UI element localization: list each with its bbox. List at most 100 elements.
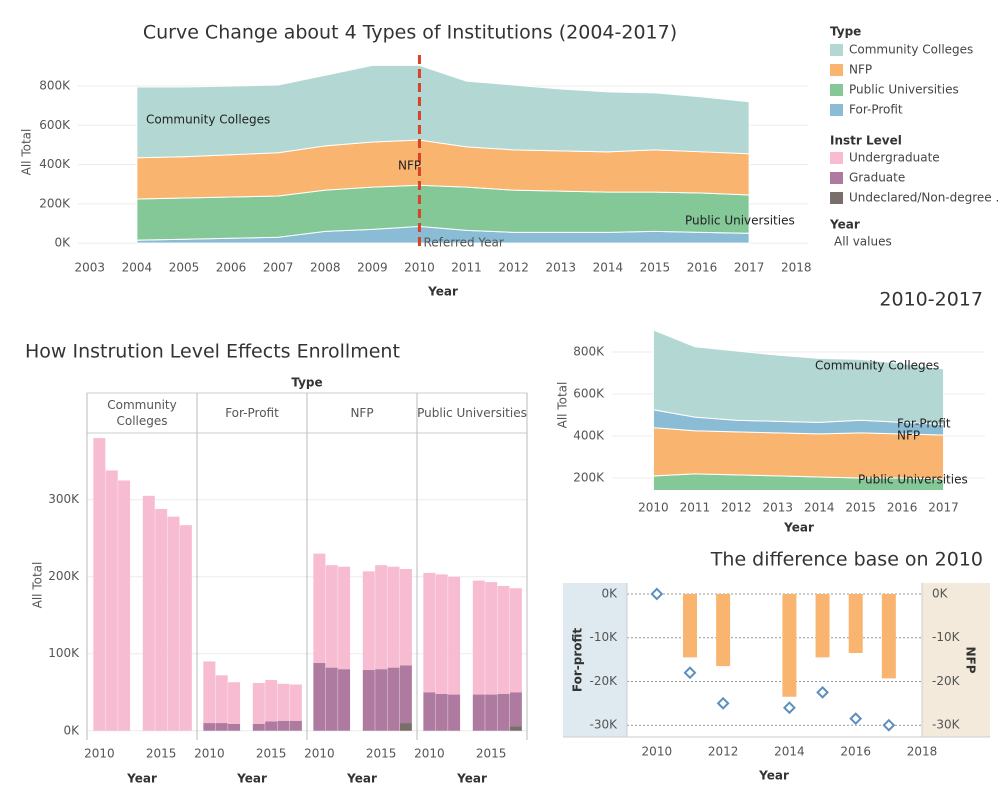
area [136, 64, 750, 159]
facet-title: NFP [350, 406, 374, 420]
y-tick-label: -10K [590, 630, 619, 644]
bar [423, 572, 436, 693]
x-axis-label: Year [236, 772, 267, 786]
legend-label: Undergraduate [849, 151, 940, 165]
legend-label: NFP [849, 63, 872, 77]
bar [142, 495, 155, 731]
y-axis-label: All Total [20, 129, 34, 176]
diamond-marker [716, 696, 730, 710]
y-tick-label: 800K [573, 345, 605, 359]
bar [277, 683, 290, 721]
bar [228, 682, 241, 724]
annotation: NFP [897, 429, 920, 443]
x-tick-label: 2015 [146, 747, 177, 761]
bar [265, 679, 278, 722]
bar [881, 593, 896, 679]
bar [277, 720, 290, 731]
legend-title: Year [829, 218, 860, 232]
x-tick-label: 2008 [310, 261, 341, 275]
x-tick-label: 2010 [638, 501, 669, 515]
y2-axis-title: NFP [964, 646, 978, 673]
reference-label: Referred Year [423, 236, 503, 250]
legend-swatch [830, 172, 843, 184]
legend-label: Community Colleges [849, 43, 973, 57]
diamond-marker [683, 666, 697, 680]
y-tick-label: 0K [54, 236, 71, 250]
bar [252, 683, 265, 724]
legend-swatch [830, 64, 843, 76]
annotation: Community Colleges [146, 113, 270, 127]
bar [399, 665, 412, 724]
x-tick-label: 2015 [366, 747, 397, 761]
x-tick-label: 2010 [414, 747, 445, 761]
bar [848, 593, 863, 653]
chart-title: Curve Change about 4 Types of Institutio… [143, 22, 677, 44]
annotation: NFP [398, 159, 421, 173]
filter-value: All values [834, 235, 892, 249]
x-axis-label: Year [427, 285, 458, 299]
facet-header: Community Colleges [107, 398, 177, 428]
x-tick-label: 2010 [304, 747, 335, 761]
x-tick-label: 2009 [357, 261, 388, 275]
x-tick-label: 2014 [774, 745, 805, 759]
chart-title: 2010-2017 [879, 289, 983, 311]
bar [497, 585, 510, 694]
x-tick-label: 2017 [734, 261, 765, 275]
bar [509, 726, 522, 731]
bar [472, 580, 485, 695]
bar [815, 593, 830, 658]
y-tick-label: 400K [573, 429, 605, 443]
annotation: Public Universities [858, 473, 968, 487]
y-tick-label: 200K [573, 471, 605, 485]
y-tick-label: 0K [601, 586, 618, 600]
facet-label: Type [291, 376, 322, 390]
legend-title: Instr Level [830, 134, 902, 148]
x-tick-label: 2010 [194, 747, 225, 761]
x-axis-label: Year [783, 521, 814, 535]
y-tick-label: -10K [932, 630, 961, 644]
bar [155, 508, 168, 731]
legend-title: Type [830, 25, 861, 39]
legend-swatch [830, 104, 843, 116]
x-axis-label: Year [126, 772, 157, 786]
bar [203, 661, 216, 724]
y-tick-label: 200K [39, 196, 71, 210]
x-tick-label: 2010 [404, 261, 435, 275]
x-axis-label: Year [456, 772, 487, 786]
diamond-marker [882, 718, 896, 732]
bar [313, 662, 326, 731]
x-tick-label: 2015 [476, 747, 507, 761]
bar [472, 694, 485, 731]
bar [105, 470, 118, 731]
y-axis-label: All Total [31, 562, 45, 609]
bar [362, 669, 375, 731]
y-tick-label: -30K [932, 718, 961, 732]
bar [338, 669, 351, 731]
y-tick-label: -30K [590, 718, 619, 732]
facet-title: Public Universities [417, 406, 527, 420]
bar [448, 694, 461, 731]
bar [313, 553, 326, 663]
bar [362, 571, 375, 670]
bar [509, 588, 522, 693]
x-tick-label: 2011 [680, 501, 711, 515]
y-tick-label: 200K [48, 569, 80, 583]
y-tick-label: 800K [39, 79, 71, 93]
legend-label: For-Profit [849, 103, 903, 117]
bar [289, 684, 302, 721]
facet-title: Community Colleges [107, 398, 177, 428]
x-tick-label: 2015 [640, 261, 671, 275]
legend-label: Graduate [849, 171, 905, 185]
x-tick-label: 2012 [708, 745, 739, 759]
bar [682, 593, 697, 658]
bar [93, 438, 106, 731]
bar [497, 693, 510, 731]
left-axis-panel [563, 583, 627, 737]
x-tick-label: 2016 [840, 745, 871, 759]
chart-title: The difference base on 2010 [710, 549, 983, 571]
bar [399, 723, 412, 731]
bar [782, 593, 797, 697]
x-tick-label: 2013 [763, 501, 794, 515]
x-tick-label: 2014 [593, 261, 624, 275]
facet-title: For-Profit [225, 406, 279, 420]
